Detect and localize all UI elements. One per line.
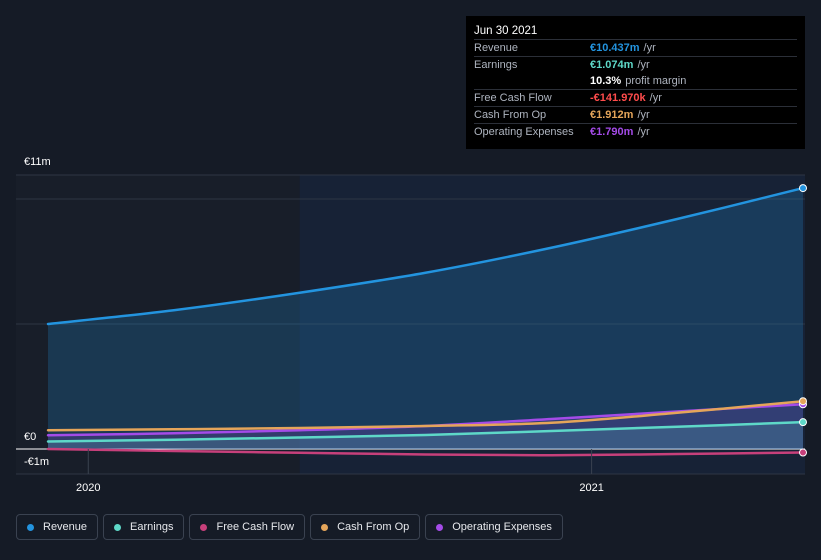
point-earnings <box>799 418 807 427</box>
legend-label: Free Cash Flow <box>216 521 295 533</box>
legend-item-operating-expenses[interactable]: Operating Expenses <box>425 514 563 540</box>
y-tick-label: €11m <box>24 156 51 168</box>
tooltip-row-value: €10.437m <box>590 42 640 54</box>
y-tick-label: €0 <box>24 431 37 443</box>
tooltip-row-value: -€141.970k <box>590 92 646 104</box>
line-free-cash-flow <box>46 447 805 457</box>
tooltip-row-unit: /yr <box>637 59 650 71</box>
legend-item-revenue[interactable]: Revenue <box>16 514 99 540</box>
legend-label: Earnings <box>130 521 174 533</box>
legend-dot-icon <box>321 523 329 531</box>
line-cash-from-op <box>46 399 805 432</box>
tooltip-row: Cash From Op €1.912m/yr <box>474 106 797 123</box>
tooltip-row: Free Cash Flow -€141.970k/yr <box>474 89 797 106</box>
tooltip-row-unit: /yr <box>649 92 662 104</box>
legend-dot-icon <box>200 523 208 531</box>
tooltip-row-label: Cash From Op <box>474 109 547 121</box>
legend-item-cash-from-op[interactable]: Cash From Op <box>310 514 421 540</box>
tooltip-row-label: Operating Expenses <box>474 126 574 138</box>
point-revenue <box>799 184 807 193</box>
tooltip-row-value: €1.074m <box>590 59 634 71</box>
tooltip-row-value: 10.3% <box>590 75 622 87</box>
legend-dot-icon <box>114 523 122 531</box>
legend-label: Revenue <box>43 521 88 533</box>
legend-dot-icon <box>27 523 34 531</box>
tooltip-row-label: Free Cash Flow <box>474 92 552 104</box>
y-tick-label: -€1m <box>24 456 50 468</box>
legend-item-free-cash-flow[interactable]: Free Cash Flow <box>189 514 306 540</box>
legend: Revenue Earnings Free Cash Flow Cash From O… <box>16 514 563 540</box>
tooltip-row-unit: /yr <box>637 126 650 138</box>
x-tick-label: 2021 <box>579 482 603 494</box>
point-cash-from-op <box>799 397 807 406</box>
tooltip-row-label: Revenue <box>474 42 519 54</box>
tooltip-row-label <box>474 73 590 89</box>
tooltip-row-value: €1.912m <box>590 109 634 121</box>
tooltip-row: 10.3% profit margin <box>474 73 797 89</box>
legend-item-earnings[interactable]: Earnings <box>103 514 185 540</box>
line-revenue <box>46 186 805 326</box>
tooltip-row-unit: /yr <box>643 42 656 54</box>
legend-label: Cash From Op <box>337 521 410 533</box>
tooltip-panel: Jun 30 2021 Revenue €10.437m/yr Earnings €1… <box>466 16 805 149</box>
line-earnings <box>46 420 805 443</box>
tooltip-row: Revenue €10.437m/yr <box>474 39 797 56</box>
tooltip-row: Earnings €1.074m/yr <box>474 56 797 73</box>
tooltip-row-unit: /yr <box>637 109 650 121</box>
tooltip-row: Operating Expenses €1.790m/yr <box>474 123 797 140</box>
tooltip-row-value: €1.790m <box>590 126 634 138</box>
point-free-cash-flow <box>799 448 807 457</box>
tooltip-row-label: Earnings <box>474 59 518 71</box>
legend-label: Operating Expenses <box>452 521 552 533</box>
tooltip-row-unit: profit margin <box>625 75 687 87</box>
area-revenue <box>48 188 803 449</box>
tooltip-date: Jun 30 2021 <box>474 25 538 37</box>
legend-dot-icon <box>436 523 444 531</box>
x-tick-label: 2020 <box>76 482 100 494</box>
